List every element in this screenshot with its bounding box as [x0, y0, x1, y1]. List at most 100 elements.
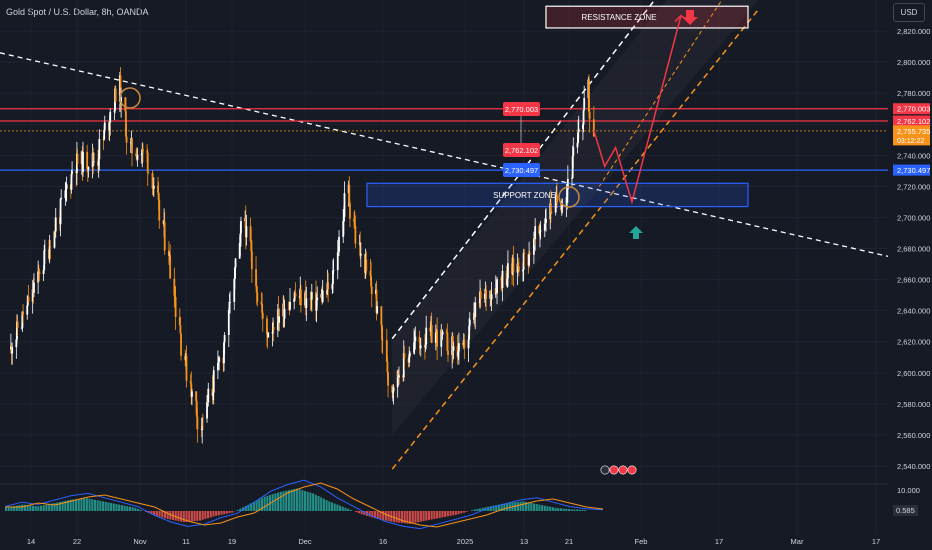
candle-body	[440, 329, 443, 347]
callout-text: 2,770.003	[505, 105, 538, 114]
macd-bar	[306, 491, 309, 511]
y-tick-label: 2,640.000	[897, 307, 930, 316]
macd-bar	[497, 504, 501, 511]
candle-body	[206, 401, 209, 403]
macd-bar	[150, 511, 153, 515]
candle-body	[125, 136, 128, 143]
macd-bar	[260, 497, 263, 511]
macd-bar	[298, 489, 301, 511]
macd-bar	[80, 498, 83, 511]
candle-body	[396, 371, 399, 388]
candle-body	[260, 301, 263, 305]
macd-bar	[207, 511, 210, 519]
macd-bar	[360, 511, 363, 515]
macd-bar	[551, 507, 554, 511]
macd-bar	[88, 498, 91, 511]
candle-body	[336, 252, 339, 271]
y-tick-label: 2,600.000	[897, 369, 930, 378]
y-tick-label: 2,740.000	[897, 151, 930, 160]
candle-body	[223, 335, 226, 343]
candle-body	[582, 124, 584, 129]
macd-bar	[328, 501, 331, 511]
candle-body	[38, 271, 41, 275]
candle-body	[162, 220, 165, 224]
macd-bar	[339, 505, 342, 511]
candle-body	[332, 270, 335, 271]
macd-bar	[209, 511, 212, 518]
macd-bar	[554, 507, 557, 511]
candle-body	[501, 270, 504, 288]
macd-bar	[527, 502, 530, 511]
macd-bar	[379, 511, 382, 520]
currency-button[interactable]: USD	[893, 3, 925, 22]
candle-body	[447, 350, 449, 355]
candle-body	[195, 400, 198, 417]
macd-bar	[250, 503, 253, 511]
price-callout[interactable]: 2,762.102	[503, 143, 540, 157]
candle-body	[211, 388, 214, 396]
candle-body	[381, 325, 383, 340]
candle-body	[430, 325, 433, 343]
candle-body	[403, 353, 406, 359]
macd-bar	[336, 504, 339, 511]
candle-body	[456, 346, 459, 357]
candle-body	[190, 383, 193, 397]
candle-body	[283, 308, 286, 319]
candle-body	[217, 363, 219, 371]
candle-body	[561, 204, 564, 207]
price-callout[interactable]: 2,770.003	[503, 102, 540, 116]
macd-bar	[23, 504, 26, 511]
x-axis[interactable]: 14 22 Nov 11 19 Dec 16 2025 13 21 Feb 17 Mar 17	[27, 537, 880, 546]
macd-bar	[565, 508, 568, 511]
candle-body	[588, 111, 591, 120]
candle-body	[376, 306, 379, 314]
candle-body	[348, 184, 351, 204]
macd-bar	[45, 504, 48, 511]
macd-bar	[460, 511, 463, 514]
y-axis[interactable]: 2,820.0002,800.0002,780.0002,760.0002,74…	[893, 27, 930, 516]
candle-body	[212, 370, 215, 393]
candle-body	[146, 151, 148, 153]
candle-body	[577, 131, 580, 143]
candle-body	[206, 401, 208, 419]
candle-body	[468, 325, 471, 340]
candle-body	[331, 284, 334, 290]
candle-body	[82, 151, 84, 173]
candle-body	[158, 199, 161, 221]
macd-bar	[77, 499, 80, 511]
candle-body	[342, 221, 345, 237]
macd-bar	[395, 511, 398, 523]
candle-body	[124, 97, 127, 112]
candle-body	[141, 148, 144, 155]
macd-bar	[185, 511, 188, 522]
macd-bar	[417, 511, 420, 523]
candle-body	[544, 222, 547, 224]
candle-body	[218, 357, 221, 362]
candle-body	[42, 270, 45, 275]
macd-bar	[430, 511, 433, 520]
x-tick-label: 17	[715, 537, 723, 546]
macd-bar	[557, 508, 560, 511]
macd-bar	[64, 500, 67, 511]
candle-body	[538, 226, 541, 234]
trend-line-down	[0, 52, 889, 257]
candle-body	[310, 292, 313, 300]
candle-body	[370, 286, 373, 295]
candle-body	[249, 226, 252, 242]
candle-body	[217, 361, 220, 364]
macd-bar	[476, 508, 479, 511]
candle-body	[365, 259, 368, 272]
macd-bar	[317, 496, 320, 511]
macd-bar	[53, 503, 56, 511]
candle-body	[408, 352, 411, 357]
price-callout[interactable]: 2,730.497	[503, 163, 540, 177]
macd-bar	[368, 511, 371, 517]
candle-body	[240, 221, 242, 234]
macd-bar	[570, 509, 573, 511]
macd-bar	[301, 490, 304, 511]
macd-bar	[500, 504, 503, 511]
candle-body	[424, 344, 427, 348]
macd-bar	[136, 508, 140, 511]
candle-body	[452, 346, 455, 351]
